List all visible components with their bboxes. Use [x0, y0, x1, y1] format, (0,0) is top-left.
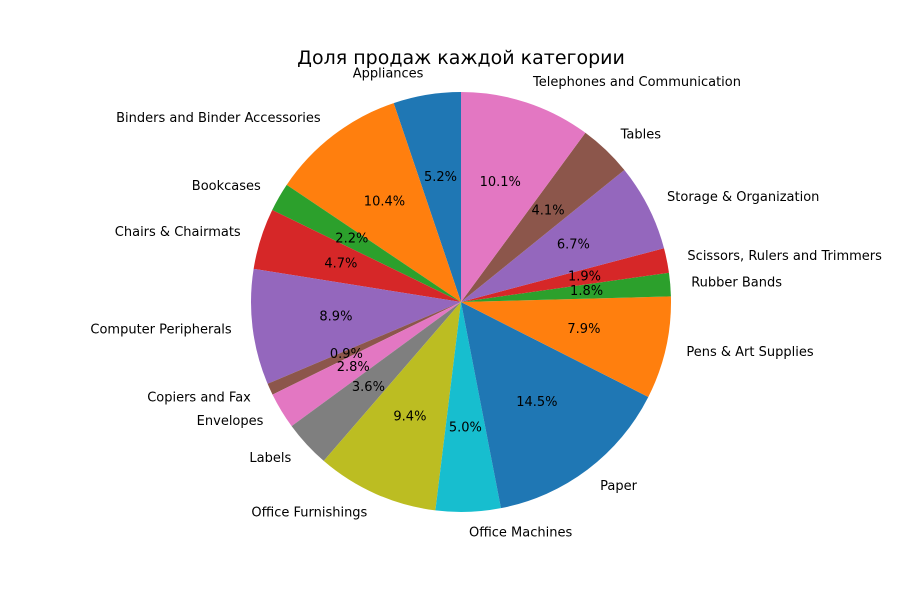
pie-percent-label-envelopes: 2.8% — [337, 360, 370, 375]
pie-percent-label-rubber-bands: 1.8% — [570, 284, 603, 299]
pie-percent-label-office-furnishings: 9.4% — [393, 410, 426, 425]
pie-slice-appliances — [393, 92, 461, 302]
pie-slice-tables — [461, 132, 625, 302]
pie-category-label-storage-and-organization: Storage & Organization — [667, 190, 819, 205]
pie-percent-label-storage-and-organization: 6.7% — [557, 238, 590, 253]
pie-percent-label-bookcases: 2.2% — [335, 232, 368, 247]
pie-slice-labels — [291, 302, 461, 461]
pie-slice-copiers-and-fax — [267, 302, 461, 395]
pie-category-label-telephones-and-communication: Telephones and Communication — [532, 75, 741, 90]
pie-percent-label-telephones-and-communication: 10.1% — [480, 175, 521, 190]
pie-slice-computer-peripherals — [251, 268, 461, 384]
pie-percent-label-appliances: 5.2% — [424, 170, 457, 185]
pie-category-labels: Appliances Binders and Binder Accessories… — [90, 67, 882, 541]
pie-percent-label-copiers-and-fax: 0.9% — [330, 347, 363, 362]
pie-slice-office-furnishings — [323, 302, 461, 511]
pie-category-label-scissors-rulers-and-trimmers: Scissors, Rulers and Trimmers — [687, 249, 882, 264]
pie-category-label-copiers-and-fax: Copiers and Fax — [147, 390, 251, 405]
pie-slice-office-machines — [435, 302, 501, 512]
pie-category-label-tables: Tables — [620, 127, 662, 142]
pie-category-label-labels: Labels — [249, 451, 291, 466]
pie-percent-label-scissors-rulers-and-trimmers: 1.9% — [568, 270, 601, 285]
pie-percent-label-chairs-and-chairmats: 4.7% — [324, 257, 357, 272]
pie-category-label-paper: Paper — [600, 479, 637, 494]
pie-category-label-pens-and-art-supplies: Pens & Art Supplies — [686, 345, 813, 360]
pie-percent-label-tables: 4.1% — [532, 203, 565, 218]
pie-slice-binders-and-binder-accessories — [286, 103, 461, 302]
pie-slice-paper — [461, 302, 649, 509]
pie-category-label-appliances: Appliances — [353, 67, 424, 82]
pie-percent-label-paper: 14.5% — [516, 395, 557, 410]
pie-percent-labels: 5.2% 10.4% 2.2% 4.7% 8.9% 0.9%2.8% 3.6% 9.4% 5.0… — [319, 170, 603, 435]
pie-slice-bookcases — [272, 184, 461, 302]
pie-category-label-rubber-bands: Rubber Bands — [691, 275, 782, 290]
pie-category-label-envelopes: Envelopes — [197, 414, 264, 429]
pie-percent-label-labels: 3.6% — [352, 380, 385, 395]
pie-category-label-bookcases: Bookcases — [192, 179, 261, 194]
pie-category-label-binders-and-binder-accessories: Binders and Binder Accessories — [116, 111, 321, 126]
pie-slice-rubber-bands — [461, 272, 671, 302]
pie-slices — [251, 92, 671, 512]
pie-category-label-chairs-and-chairmats: Chairs & Chairmats — [115, 225, 241, 240]
pie-percent-label-office-machines: 5.0% — [449, 420, 482, 435]
pie-slice-storage-and-organization — [461, 170, 664, 302]
pie-slice-envelopes — [272, 302, 461, 427]
pie-category-label-office-furnishings: Office Furnishings — [251, 506, 367, 521]
pie-percent-label-pens-and-art-supplies: 7.9% — [567, 322, 600, 337]
chart-title: Доля продаж каждой категории — [297, 47, 625, 69]
pie-slice-scissors-rulers-and-trimmers — [461, 248, 669, 302]
pie-slice-chairs-and-chairmats — [253, 209, 461, 302]
pie-percent-label-binders-and-binder-accessories: 10.4% — [364, 194, 405, 209]
pie-category-label-computer-peripherals: Computer Peripherals — [90, 322, 232, 337]
pie-slice-telephones-and-communication — [461, 92, 586, 302]
pie-percent-label-computer-peripherals: 8.9% — [319, 310, 352, 325]
pie-slice-pens-and-art-supplies — [461, 296, 671, 397]
pie-category-label-office-machines: Office Machines — [469, 525, 572, 540]
